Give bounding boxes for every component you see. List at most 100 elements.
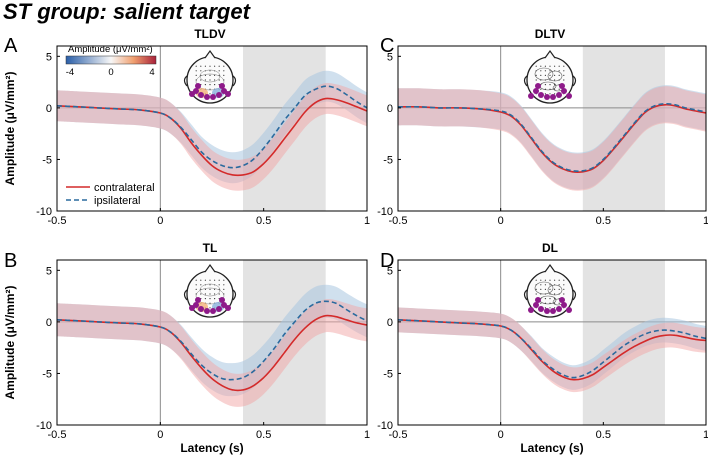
x-tick-label: 1 (703, 429, 708, 441)
electrode-dot (204, 288, 206, 290)
panel-letter: C (380, 35, 394, 57)
electrode-dot (544, 288, 547, 290)
electrode-dot (540, 70, 542, 72)
electrode-dot (223, 284, 225, 286)
electrode-dot (558, 284, 560, 286)
panel-letter: A (4, 35, 18, 57)
electrode-dot (563, 288, 565, 290)
x-axis-label: Latency (s) (180, 441, 243, 455)
ipsilateral-line (398, 319, 706, 379)
electrode-dot (549, 65, 551, 67)
electrode-dot (204, 298, 206, 300)
roi-electrode (189, 91, 195, 97)
left-ear-icon (523, 75, 528, 87)
panel-title: TLDV (194, 27, 225, 41)
electrode-dot (544, 298, 547, 300)
contralateral-ci-band (398, 307, 706, 393)
roi-electrode (561, 88, 567, 94)
y-tick-label: -5 (383, 154, 393, 166)
series-group (398, 307, 706, 393)
contour-line (195, 73, 225, 91)
electrode-dot (195, 65, 197, 67)
electrode-dot (554, 88, 556, 90)
electrode-dot (540, 88, 542, 90)
right-ear-icon (572, 289, 577, 301)
electrode-dot (544, 74, 547, 76)
electrode-dot (204, 74, 206, 76)
y-tick-label: 0 (387, 103, 393, 115)
x-tick-label: -0.5 (389, 215, 408, 227)
scalp-topography (523, 49, 577, 104)
roi-electrode (216, 92, 222, 98)
y-tick-label: -5 (383, 368, 393, 380)
roi-electrode (566, 93, 572, 99)
roi-electrode (538, 306, 544, 312)
electrode-dot (209, 293, 211, 295)
ipsilateral-line (398, 102, 706, 172)
y-tick-label: 5 (46, 265, 52, 277)
contour-line (547, 284, 563, 296)
left-ear-icon (183, 75, 188, 87)
electrode-dot (549, 279, 551, 281)
electrode-dot (540, 74, 542, 76)
electrode-dot (195, 284, 197, 286)
electrode-dot (535, 79, 537, 81)
roi-electrode (538, 92, 544, 98)
y-tick-label: 0 (46, 317, 52, 329)
contralateral-ci-band (57, 299, 367, 407)
y-tick-label: 5 (387, 51, 393, 63)
electrode-dot (204, 65, 206, 67)
legend-contralateral-label: contralateral (94, 182, 155, 194)
axes-box (397, 259, 707, 426)
ipsilateral-line (57, 85, 367, 169)
electrode-dot (214, 79, 216, 81)
electrode-dot (214, 279, 216, 281)
electrode-dot (223, 288, 225, 290)
electrode-dot (218, 79, 220, 81)
roi-electrode (544, 94, 550, 100)
electrode-dot (544, 307, 547, 309)
electrode-dot (209, 288, 211, 290)
contour-line (195, 287, 225, 305)
electrode-dot (209, 84, 211, 86)
y-tick-label: -10 (36, 420, 52, 432)
electrode-dot (540, 65, 542, 67)
roi-electrode (556, 92, 562, 98)
electrode-dot (223, 70, 225, 72)
electrode-dot (554, 279, 556, 281)
electrode-dot (200, 284, 202, 286)
y-axis-label: Amplitude (μV/mm²) (3, 71, 17, 185)
electrode-dot (214, 65, 216, 67)
electrode-dot (209, 284, 211, 286)
panel-c: -0.5 0 0.5 1 5 0 -5 -10 C DLTV (377, 27, 708, 227)
electrode-dot (558, 74, 560, 76)
right-ear-icon (232, 75, 237, 87)
electrode-dot (554, 74, 556, 76)
electrode-dot (549, 93, 551, 95)
electrode-dot (563, 279, 565, 281)
electrode-dot (195, 288, 197, 290)
electrode-dot (549, 284, 551, 286)
electrode-dot (535, 74, 537, 76)
y-tick-label: 0 (46, 103, 52, 115)
x-tick-label: 0.5 (256, 429, 271, 441)
electrode-dot (563, 74, 565, 76)
contour-line (547, 70, 563, 82)
electrode-dot (204, 279, 206, 281)
electrode-dot (563, 79, 565, 81)
electrode-dot (554, 93, 556, 95)
roi-electrode (219, 83, 225, 89)
x-tick-label: 0.5 (596, 429, 611, 441)
y-tick-label: 5 (46, 51, 52, 63)
electrode-dot (223, 74, 225, 76)
electrode-dot (195, 70, 197, 72)
contour-line (199, 69, 221, 83)
contour-line (534, 67, 554, 81)
axes-box (56, 45, 368, 212)
electrode-dot (209, 302, 211, 304)
electrode-dot (218, 70, 220, 72)
scalp-topography (183, 263, 237, 318)
electrode-dot (544, 70, 547, 72)
electrode-dot (554, 65, 556, 67)
